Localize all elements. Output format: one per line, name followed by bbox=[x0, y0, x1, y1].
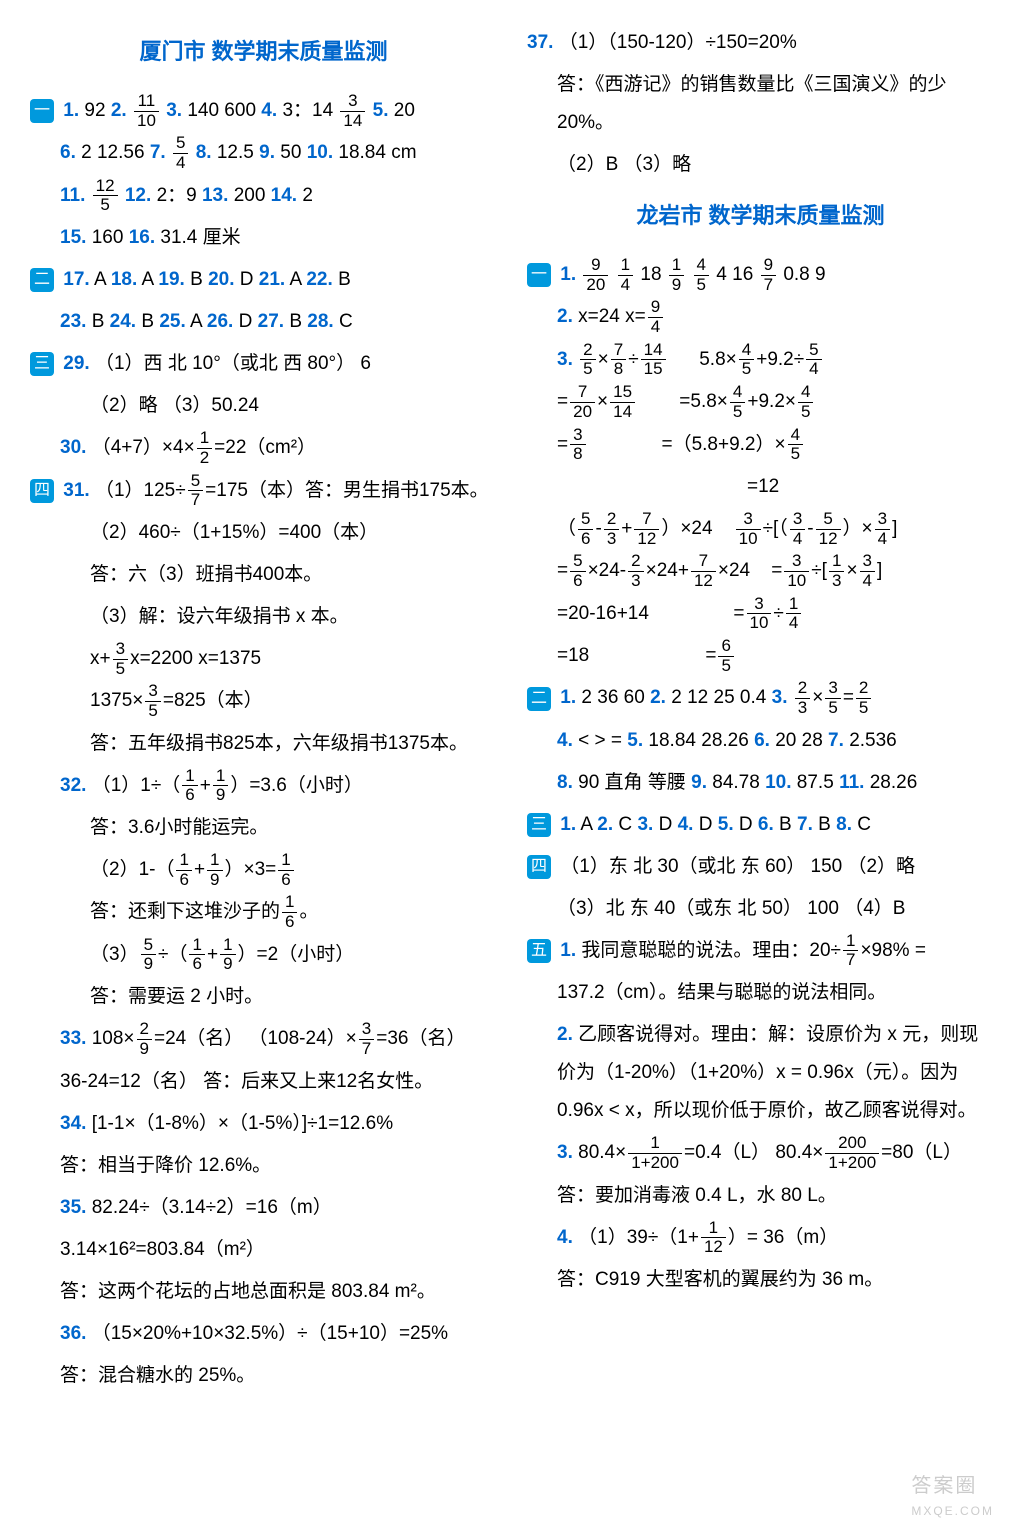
r-sec5-q2: 2. 乙顾客说得对。理由：解：设原价为 x 元，则现价为（1-20%）（1+20… bbox=[527, 1016, 994, 1130]
q33: 33. 108×29=24（名） （108-24）×37=36（名） bbox=[30, 1020, 497, 1058]
r-sec2-r3: 8. 90 直角 等腰 9. 84.78 10. 87.5 11. 28.26 bbox=[527, 764, 994, 802]
section-box-2: 二 bbox=[30, 268, 54, 292]
r-section-box-2: 二 bbox=[527, 687, 551, 711]
r-sec5-q1c: 137.2（cm）。结果与聪聪的说法相同。 bbox=[527, 974, 994, 1012]
section-box-4: 四 bbox=[30, 479, 54, 503]
sec1-row1: 一 1. 92 2. 1110 3. 140 600 4. 3：14 314 5… bbox=[30, 92, 497, 130]
r-section-box-1: 一 bbox=[527, 263, 551, 287]
r-sec1-q3-l5: =56×24-23×24+712×24 =310÷[13×34] bbox=[527, 552, 994, 590]
q36b: 答：混合糖水的 25%。 bbox=[30, 1357, 497, 1395]
q36: 36. （15×20%+10×32.5%）÷（15+10）=25% bbox=[30, 1315, 497, 1353]
r-section-box-4: 四 bbox=[527, 855, 551, 879]
right-title: 龙岩市 数学期末质量监测 bbox=[527, 194, 994, 238]
two-column-layout: 厦门市 数学期末质量监测 一 1. 92 2. 1110 3. 140 600 … bbox=[30, 20, 994, 1399]
left-column: 厦门市 数学期末质量监测 一 1. 92 2. 1110 3. 140 600 … bbox=[30, 20, 497, 1399]
q31-3a: x+35x=2200 x=1375 bbox=[30, 640, 497, 678]
q35c: 答：这两个花坛的占地总面积是 803.84 m²。 bbox=[30, 1273, 497, 1311]
r-sec4-l2: （3）北 东 40（或东 北 50） 100 （4）B bbox=[527, 890, 994, 928]
sec3-q30: 30. （4+7）×4×12=22（cm²） bbox=[30, 429, 497, 467]
q37: 37. （1）（150-120）÷150=20% bbox=[527, 24, 994, 62]
r-section-box-3: 三 bbox=[527, 813, 551, 837]
right-column: 37. （1）（150-120）÷150=20% 答：《西游记》的销售数量比《三… bbox=[527, 20, 994, 1399]
r-sec1-q3-l6: =20-16+14 =310÷14 bbox=[527, 595, 994, 633]
r-sec1-q3: 3. 25×78÷1415 5.8×45+9.2÷54 bbox=[527, 341, 994, 379]
watermark: 答案圈 MXQE.COM bbox=[911, 1469, 994, 1521]
q31-3c: 答：五年级捐书825本，六年级捐书1375本。 bbox=[30, 725, 497, 763]
sec4-q31: 四 31. （1）125÷57=175（本）答：男生捐书175本。 bbox=[30, 472, 497, 510]
sec1-row3: 11. 125 12. 2：9 13. 200 14. 2 bbox=[30, 177, 497, 215]
r-sec1-q3-l4: （56-23+712）×24 310÷[（34-512）×34] bbox=[527, 510, 994, 548]
q32-3c: 答：需要运 2 小时。 bbox=[30, 978, 497, 1016]
r-sec1-q3-l3: =38 =（5.8+9.2）×45 bbox=[527, 426, 994, 464]
r-sec1-q3-r4: =12 bbox=[527, 468, 994, 506]
q34: 34. [1-1×（1-8%）×（1-5%）]÷1=12.6% bbox=[30, 1105, 497, 1143]
q32-1c: 答：3.6小时能运完。 bbox=[30, 809, 497, 847]
r-section-box-5: 五 bbox=[527, 939, 551, 963]
sec2-row2: 23. B 24. B 25. A 26. D 27. B 28. C bbox=[30, 303, 497, 341]
section-box-3: 三 bbox=[30, 352, 54, 376]
q32-2: （2）1-（16+19）×3=16 bbox=[30, 851, 497, 889]
q37-2: （2）B （3）略 bbox=[527, 146, 994, 184]
q32-3: （3）59÷（16+19）=2（小时） bbox=[30, 936, 497, 974]
r-sec2-r2: 4. < > = 5. 18.84 28.26 6. 20 28 7. 2.53… bbox=[527, 722, 994, 760]
sec2-row1: 二 17. A 18. A 19. B 20. D 21. A 22. B bbox=[30, 261, 497, 299]
r-sec4-l1: 四 （1）东 北 30（或北 东 60） 150 （2）略 bbox=[527, 848, 994, 886]
sec1-row2: 6. 2 12.56 7. 54 8. 12.5 9. 50 10. 18.84… bbox=[30, 134, 497, 172]
q34b: 答：相当于降价 12.6%。 bbox=[30, 1147, 497, 1185]
sec3-q29: 三 29. （1）西 北 10°（或北 西 80°） 6 bbox=[30, 345, 497, 383]
q31-2: （2）460÷（1+15%）=400（本） bbox=[30, 514, 497, 552]
q32-1: 32. （1）1÷（16+19）=3.6（小时） bbox=[30, 767, 497, 805]
r-sec1-q3-l7: =18 =65 bbox=[527, 637, 994, 675]
r-sec1-q2: 2. x=24 x=94 bbox=[527, 298, 994, 336]
q33c: 36-24=12（名） 答：后来又上来12名女性。 bbox=[30, 1063, 497, 1101]
r-sec2-r1: 二 1. 2 36 60 2. 2 12 25 0.4 3. 23×35=25 bbox=[527, 679, 994, 717]
q35b: 3.14×16²=803.84（m²） bbox=[30, 1231, 497, 1269]
r-sec5-q4: 4. （1）39÷（1+112）= 36（m） bbox=[527, 1219, 994, 1257]
q31-3: （3）解：设六年级捐书 x 本。 bbox=[30, 598, 497, 636]
sec1-row4: 15. 160 16. 31.4 厘米 bbox=[30, 219, 497, 257]
q35: 35. 82.24÷（3.14÷2）=16（m） bbox=[30, 1189, 497, 1227]
sec3-q29-2: （2）略 （3）50.24 bbox=[30, 387, 497, 425]
r-sec1-q1: 一 1. 920 14 18 19 45 4 16 97 0.8 9 bbox=[527, 256, 994, 294]
q37-1b: 答：《西游记》的销售数量比《三国演义》的少 20%。 bbox=[527, 66, 994, 142]
section-box-1: 一 bbox=[30, 99, 54, 123]
r-sec5-q3c: 答：要加消毒液 0.4 L，水 80 L。 bbox=[527, 1177, 994, 1215]
r-sec5-q1: 五 1. 我同意聪聪的说法。理由：20÷17×98% = bbox=[527, 932, 994, 970]
q32-2c: 答：还剩下这堆沙子的16。 bbox=[30, 893, 497, 931]
r-sec5-q3: 3. 80.4×11+200=0.4（L） 80.4×2001+200=80（L… bbox=[527, 1134, 994, 1172]
q31-3b: 1375×35=825（本） bbox=[30, 682, 497, 720]
r-sec1-q3-l2: =720×1514 =5.8×45+9.2×45 bbox=[527, 383, 994, 421]
q31-2b: 答：六（3）班捐书400本。 bbox=[30, 556, 497, 594]
r-sec3: 三 1. A 2. C 3. D 4. D 5. D 6. B 7. B 8. … bbox=[527, 806, 994, 844]
left-title: 厦门市 数学期末质量监测 bbox=[30, 30, 497, 74]
r-sec5-q4c: 答：C919 大型客机的翼展约为 36 m。 bbox=[527, 1261, 994, 1299]
